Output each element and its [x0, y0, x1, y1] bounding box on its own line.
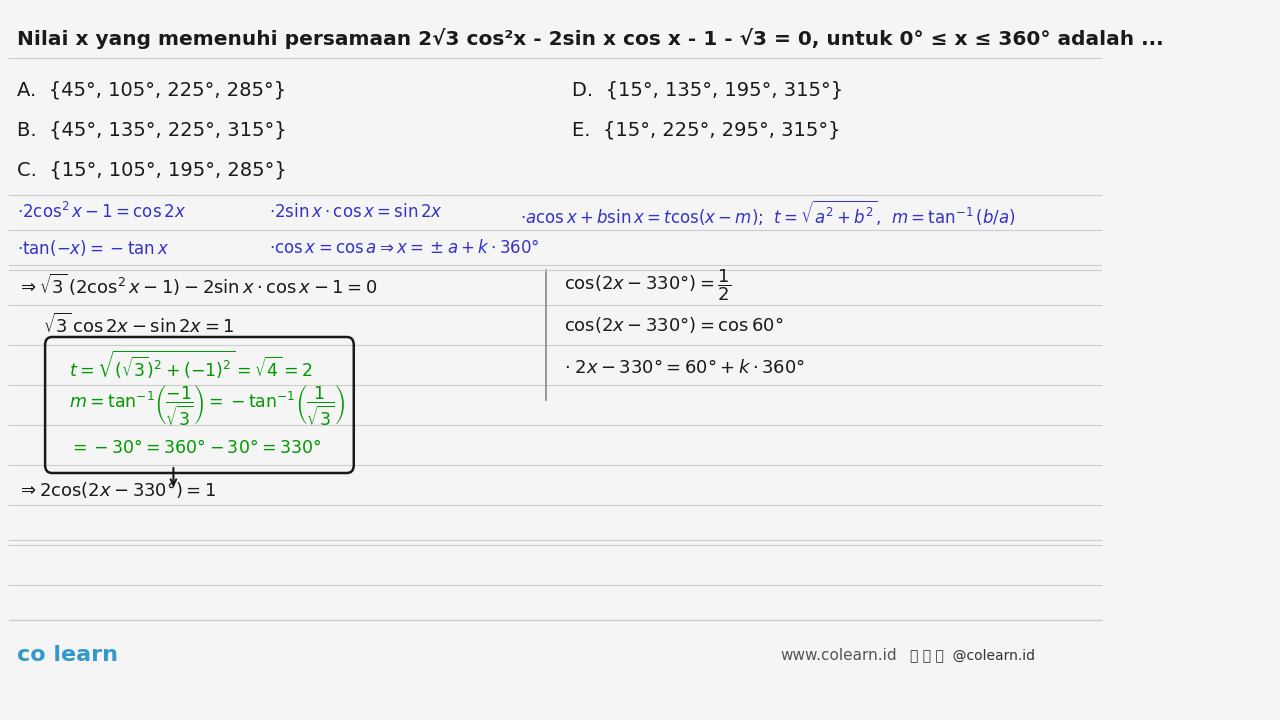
Text: $\cdot \cos x = \cos a \Rightarrow x = \pm a + k \cdot 360°$: $\cdot \cos x = \cos a \Rightarrow x = \… — [269, 239, 539, 257]
Text: 📷 📹 🎵  @colearn.id: 📷 📹 🎵 @colearn.id — [910, 648, 1036, 662]
Text: co learn: co learn — [18, 645, 118, 665]
Text: $\sqrt{3}\,\cos 2x - \sin 2x = 1$: $\sqrt{3}\,\cos 2x - \sin 2x = 1$ — [44, 313, 234, 337]
Text: E.  {15°, 225°, 295°, 315°}: E. {15°, 225°, 295°, 315°} — [572, 120, 841, 140]
Text: $\cdot 2\cos^2 x - 1 = \cos 2x$: $\cdot 2\cos^2 x - 1 = \cos 2x$ — [18, 202, 187, 222]
Text: $\cos(2x - 330°) = \cos 60°$: $\cos(2x - 330°) = \cos 60°$ — [563, 315, 783, 335]
Text: $\cos(2x - 330°) = \dfrac{1}{2}$: $\cos(2x - 330°) = \dfrac{1}{2}$ — [563, 267, 731, 303]
Text: $\cdot\; 2x - 330° = 60° + k \cdot 360°$: $\cdot\; 2x - 330° = 60° + k \cdot 360°$ — [563, 359, 805, 377]
Text: $t = \sqrt{(\sqrt{3})^2 + (-1)^2} = \sqrt{4} = 2$: $t = \sqrt{(\sqrt{3})^2 + (-1)^2} = \sqr… — [69, 349, 314, 381]
Text: $= -30° = 360° - 30° = 330°$: $= -30° = 360° - 30° = 330°$ — [69, 439, 321, 457]
Text: Nilai x yang memenuhi persamaan 2√3 cos²x - 2sin x cos x - 1 - √3 = 0, untuk 0° : Nilai x yang memenuhi persamaan 2√3 cos²… — [18, 27, 1164, 48]
Text: D.  {15°, 135°, 195°, 315°}: D. {15°, 135°, 195°, 315°} — [572, 81, 844, 99]
Text: $\Rightarrow \sqrt{3}\,(2\cos^2 x - 1) - 2\sin x \cdot \cos x - 1 = 0$: $\Rightarrow \sqrt{3}\,(2\cos^2 x - 1) -… — [18, 272, 378, 298]
Text: B.  {45°, 135°, 225°, 315°}: B. {45°, 135°, 225°, 315°} — [18, 120, 287, 140]
Text: $\Rightarrow 2\cos(2x - 330°) = 1$: $\Rightarrow 2\cos(2x - 330°) = 1$ — [18, 480, 216, 500]
Text: $\cdot a\cos x + b\sin x = t\cos(x-m)$;  $t=\sqrt{a^2+b^2}$,  $m = \tan^{-1}(b/a: $\cdot a\cos x + b\sin x = t\cos(x-m)$; … — [520, 197, 1016, 227]
Text: www.colearn.id: www.colearn.id — [781, 647, 897, 662]
Text: C.  {15°, 105°, 195°, 285°}: C. {15°, 105°, 195°, 285°} — [18, 161, 287, 179]
Text: $m = \tan^{-1}\!\left(\dfrac{-1}{\sqrt{3}}\right) = -\tan^{-1}\!\left(\dfrac{1}{: $m = \tan^{-1}\!\left(\dfrac{-1}{\sqrt{3… — [69, 382, 346, 428]
Text: A.  {45°, 105°, 225°, 285°}: A. {45°, 105°, 225°, 285°} — [18, 81, 287, 99]
Text: $\cdot 2\sin x \cdot \cos x = \sin 2x$: $\cdot 2\sin x \cdot \cos x = \sin 2x$ — [269, 203, 443, 221]
Text: $\cdot \tan(-x) = -\tan x$: $\cdot \tan(-x) = -\tan x$ — [18, 238, 169, 258]
